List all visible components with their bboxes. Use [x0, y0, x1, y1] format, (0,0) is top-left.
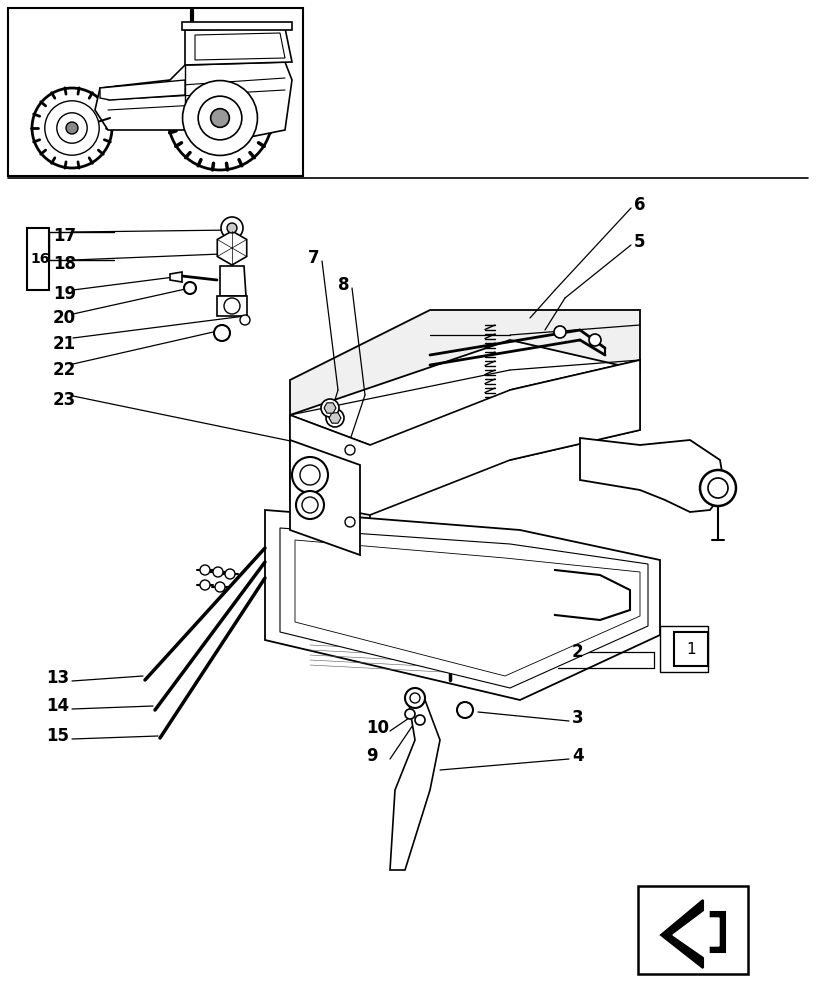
- Circle shape: [227, 223, 237, 233]
- Circle shape: [345, 517, 355, 527]
- Polygon shape: [100, 80, 185, 100]
- Text: 9: 9: [366, 747, 378, 765]
- Circle shape: [224, 298, 240, 314]
- Bar: [660, 626, 708, 672]
- Text: 4: 4: [572, 747, 583, 765]
- Circle shape: [198, 96, 242, 140]
- Circle shape: [213, 567, 223, 577]
- Circle shape: [405, 709, 415, 719]
- Polygon shape: [217, 296, 247, 316]
- Circle shape: [292, 457, 328, 493]
- Circle shape: [345, 445, 355, 455]
- Text: 23: 23: [53, 391, 76, 409]
- Text: 6: 6: [634, 196, 645, 214]
- Text: 19: 19: [53, 285, 76, 303]
- Circle shape: [240, 315, 250, 325]
- Circle shape: [221, 217, 243, 239]
- Circle shape: [554, 326, 566, 338]
- Text: 5: 5: [634, 233, 645, 251]
- Polygon shape: [290, 310, 640, 415]
- Bar: [27, 228, 49, 290]
- Circle shape: [302, 497, 318, 513]
- Polygon shape: [510, 360, 640, 460]
- Circle shape: [296, 491, 324, 519]
- Circle shape: [300, 465, 320, 485]
- Circle shape: [200, 565, 210, 575]
- Bar: [674, 632, 708, 666]
- Polygon shape: [265, 510, 660, 700]
- Circle shape: [66, 122, 78, 134]
- Polygon shape: [217, 231, 246, 265]
- Polygon shape: [95, 62, 292, 138]
- Text: 17: 17: [53, 227, 76, 245]
- Polygon shape: [295, 540, 640, 676]
- Circle shape: [457, 702, 473, 718]
- Circle shape: [225, 569, 235, 579]
- Circle shape: [321, 399, 339, 417]
- Polygon shape: [580, 438, 725, 512]
- Text: 8: 8: [338, 276, 349, 294]
- Circle shape: [700, 470, 736, 506]
- Circle shape: [200, 580, 210, 590]
- Polygon shape: [661, 900, 725, 968]
- Circle shape: [57, 113, 87, 143]
- Polygon shape: [390, 698, 440, 870]
- Circle shape: [214, 325, 230, 341]
- Text: 20: 20: [53, 309, 76, 327]
- Polygon shape: [170, 272, 182, 282]
- Circle shape: [326, 409, 344, 427]
- Text: 10: 10: [366, 719, 389, 737]
- Text: 13: 13: [46, 669, 69, 687]
- Circle shape: [32, 88, 112, 168]
- Text: 18: 18: [53, 255, 76, 273]
- Circle shape: [415, 715, 425, 725]
- Text: 2: 2: [572, 643, 583, 661]
- Text: 15: 15: [46, 727, 69, 745]
- Polygon shape: [673, 908, 719, 960]
- Circle shape: [215, 582, 225, 592]
- Polygon shape: [220, 266, 246, 296]
- Circle shape: [708, 478, 728, 498]
- Text: 1: 1: [686, 642, 696, 656]
- Text: 16: 16: [30, 252, 50, 266]
- Polygon shape: [195, 33, 285, 60]
- Polygon shape: [290, 415, 370, 530]
- Circle shape: [168, 66, 272, 170]
- Circle shape: [183, 81, 257, 155]
- Text: 7: 7: [308, 249, 320, 267]
- Bar: [638, 886, 748, 974]
- Text: 21: 21: [53, 335, 76, 353]
- Polygon shape: [324, 403, 336, 413]
- Text: 3: 3: [572, 709, 583, 727]
- Polygon shape: [290, 440, 360, 555]
- Polygon shape: [329, 413, 341, 423]
- Polygon shape: [290, 360, 640, 515]
- Bar: [8, 8, 303, 176]
- Polygon shape: [182, 22, 292, 30]
- Circle shape: [589, 334, 601, 346]
- Text: 22: 22: [53, 361, 76, 379]
- Text: 14: 14: [46, 697, 69, 715]
- Polygon shape: [185, 28, 292, 65]
- Polygon shape: [280, 528, 648, 688]
- Circle shape: [45, 101, 100, 155]
- Circle shape: [405, 688, 425, 708]
- Circle shape: [211, 109, 229, 127]
- Circle shape: [184, 282, 196, 294]
- Circle shape: [410, 693, 420, 703]
